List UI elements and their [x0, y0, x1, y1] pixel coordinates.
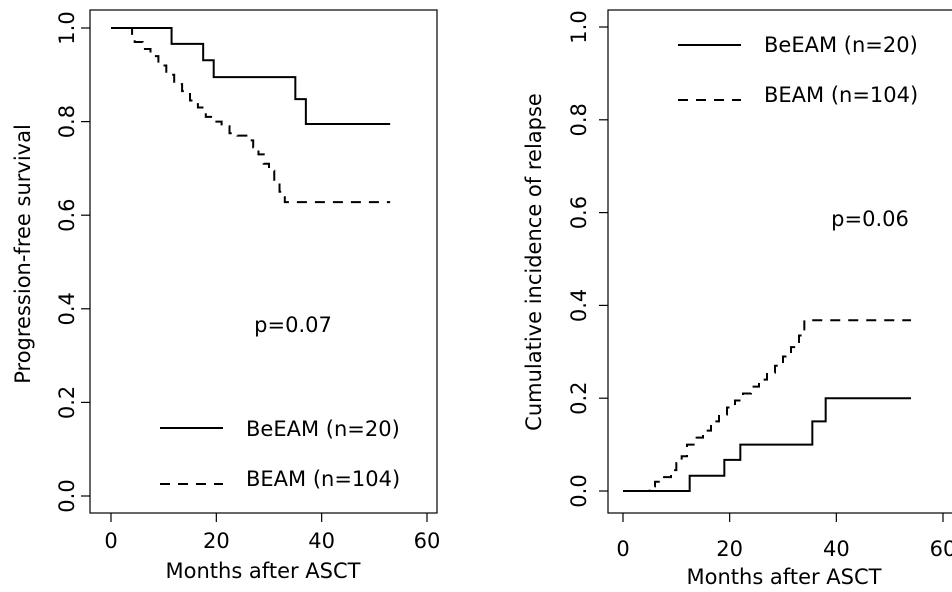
cir-series-group — [623, 319, 911, 492]
cir-plot-frame — [607, 9, 952, 514]
pfs-y-axis: 0.0 0.2 0.4 0.6 0.8 1.0 — [55, 11, 90, 513]
pfs-x-axis: 0 20 40 60 — [104, 513, 440, 553]
pfs-y-tick-label: 0.8 — [55, 105, 79, 138]
pfs-legend-label-beeam: BeEAM (n=20) — [246, 417, 400, 441]
pfs-y-axis-title: Progression-free survival — [11, 124, 35, 384]
cir-panel: 0 20 40 60 0.0 0.2 0.4 0.6 0.8 1.0 Months after … — [522, 9, 952, 589]
cir-legend-label-beam: BEAM (n=104) — [764, 83, 918, 107]
cir-y-axis-title: Cumulative incidence of relapse — [522, 93, 546, 431]
cir-y-tick-label: 1.0 — [567, 10, 591, 43]
cir-y-tick-label: 0.0 — [567, 474, 591, 507]
cir-y-tick-label: 0.4 — [567, 289, 591, 322]
cir-x-tick-label: 40 — [823, 537, 850, 561]
pfs-x-tick-label: 40 — [308, 529, 335, 553]
cir-p-value: p=0.06 — [831, 207, 909, 231]
pfs-x-tick-label: 60 — [414, 529, 441, 553]
pfs-series-group — [111, 27, 391, 204]
pfs-p-value: p=0.07 — [254, 313, 332, 337]
cir-legend-label-beeam: BeEAM (n=20) — [764, 33, 918, 57]
cir-y-tick-label: 0.8 — [567, 103, 591, 136]
cir-y-tick-label: 0.6 — [567, 196, 591, 229]
pfs-y-tick-label: 0.2 — [55, 386, 79, 419]
pfs-panel: 0 20 40 60 0.0 0.2 0.4 0.6 0.8 1.0 Months after … — [11, 9, 440, 583]
cir-y-tick-label: 0.2 — [567, 381, 591, 414]
pfs-legend-label-beam: BEAM (n=104) — [246, 467, 400, 491]
pfs-y-tick-label: 0.0 — [55, 479, 79, 512]
cir-series-beam-line — [623, 319, 911, 492]
pfs-y-tick-label: 1.0 — [55, 11, 79, 44]
pfs-legend: BeEAM (n=20) BEAM (n=104) — [160, 417, 400, 491]
cir-x-axis-title: Months after ASCT — [687, 565, 882, 589]
pfs-y-tick-label: 0.6 — [55, 198, 79, 231]
pfs-x-tick-label: 20 — [203, 529, 230, 553]
cir-x-tick-label: 20 — [716, 537, 743, 561]
pfs-x-tick-label: 0 — [104, 529, 117, 553]
pfs-series-beam-line — [111, 27, 391, 204]
pfs-series-beeam-line — [111, 27, 391, 125]
cir-y-axis: 0.0 0.2 0.4 0.6 0.8 1.0 — [567, 10, 608, 508]
pfs-plot-frame — [89, 9, 438, 514]
pfs-y-tick-label: 0.4 — [55, 292, 79, 325]
pfs-x-axis-title: Months after ASCT — [166, 559, 361, 583]
cir-x-tick-label: 60 — [930, 537, 952, 561]
cir-series-beeam-line — [623, 397, 911, 492]
cir-legend: BeEAM (n=20) BEAM (n=104) — [678, 33, 918, 107]
cir-x-tick-label: 0 — [616, 537, 629, 561]
cir-x-axis: 0 20 40 60 — [616, 513, 952, 561]
